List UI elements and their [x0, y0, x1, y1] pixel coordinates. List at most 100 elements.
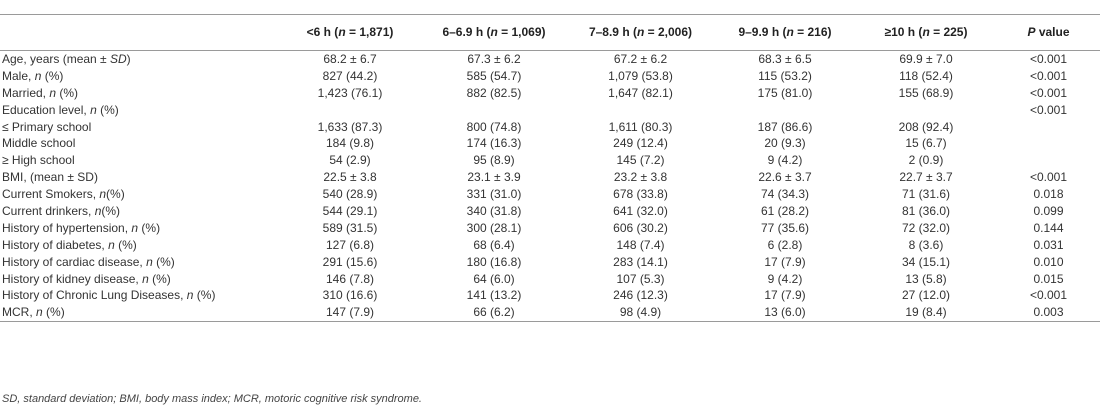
- header-cell-label: [0, 15, 278, 50]
- value-cell: 67.2 ± 6.2: [613, 51, 668, 66]
- row-label-text: Male,: [2, 68, 35, 83]
- row-label-tail: (%): [41, 68, 64, 83]
- header-rule-row: [0, 50, 1100, 51]
- row-label-text: BMI, (mean ± SD): [2, 170, 98, 185]
- value-cell: 6 (2.8): [767, 237, 803, 252]
- header-suffix: = 225): [929, 25, 968, 39]
- value-cell: 17 (7.9): [764, 254, 806, 269]
- row-label-italic: n: [131, 220, 139, 235]
- header-prefix: 9–9.9 h (: [738, 25, 787, 39]
- value-cell: 115 (53.2): [758, 68, 812, 83]
- header-row: <6 h (n = 1,871) 6–6.9 h (n = 1,069) 7–8.9…: [0, 15, 1100, 50]
- row-label-text: Current Smokers,: [2, 187, 100, 202]
- row-label-tail: (%): [152, 254, 175, 269]
- value-cell: 95 (8.9): [473, 153, 515, 168]
- header-italic: n: [786, 25, 794, 39]
- row-label-text: History of hypertension,: [2, 220, 132, 235]
- value-cell: 23.2 ± 3.8: [613, 170, 668, 185]
- value-cell: 69.9 ± 7.0: [899, 51, 953, 66]
- value-cell: 68.2 ± 6.7: [323, 51, 377, 66]
- row-label-tail: (%): [101, 203, 121, 218]
- row-label-italic: n: [49, 85, 57, 100]
- value-cell: 68 (6.4): [473, 237, 515, 252]
- p-value-cell: <0.001: [1029, 170, 1068, 185]
- table-footnote: SD, standard deviation; BMI, body mass i…: [2, 393, 422, 405]
- value-cell: [715, 102, 855, 119]
- value-cell: 141 (13.2): [466, 288, 522, 303]
- row-label-italic: SD: [109, 51, 127, 66]
- table-row: ≥ High school 54 (2.9) 95 (8.9) 145 (7.2) 9 …: [0, 152, 1100, 169]
- value-cell: [422, 102, 566, 119]
- header-cell: 9–9.9 h (n = 216): [715, 15, 855, 50]
- row-label-text: ≥ High school: [2, 153, 75, 168]
- header-italic: P: [1027, 25, 1036, 39]
- row-label-text: MCR,: [2, 305, 36, 320]
- p-value-cell: <0.001: [1029, 85, 1068, 100]
- header-cell: 7–8.9 h (n = 2,006): [566, 15, 715, 50]
- value-cell: 300 (28.1): [466, 220, 522, 235]
- header-cell: <6 h (n = 1,871): [278, 15, 422, 50]
- p-value-cell: [997, 119, 1100, 136]
- row-label-italic: n: [36, 305, 43, 320]
- row-label-text: History of cardiac disease,: [2, 254, 147, 269]
- value-cell: 184 (9.8): [325, 136, 375, 151]
- value-cell: 74 (34.3): [760, 187, 810, 202]
- value-cell: 146 (7.8): [325, 271, 375, 286]
- value-cell: 9 (4.2): [767, 271, 803, 286]
- row-label: Married, n (%): [0, 85, 278, 102]
- p-value-cell: 0.031: [1033, 237, 1064, 252]
- value-cell: 310 (16.6): [322, 288, 378, 303]
- data-table-container: <6 h (n = 1,871) 6–6.9 h (n = 1,069) 7–8.9…: [0, 14, 1100, 323]
- p-value-cell: 0.003: [1033, 305, 1064, 320]
- value-cell: 98 (4.9): [619, 305, 662, 320]
- value-cell: [278, 102, 422, 119]
- header-italic: n: [490, 25, 498, 39]
- value-cell: 1,633 (87.3): [317, 119, 383, 134]
- header-italic: n: [922, 25, 930, 39]
- table-bottom-rule: [0, 321, 1100, 323]
- header-suffix: value: [1035, 25, 1070, 39]
- value-cell: 9 (4.2): [767, 153, 803, 168]
- p-value-cell: [997, 135, 1100, 152]
- row-label-tail: ): [126, 51, 131, 66]
- p-value-cell: <0.001: [1029, 68, 1068, 83]
- row-label-italic: n: [186, 288, 194, 303]
- table-row: History of diabetes, n (%) 127 (6.8) 68 (6…: [0, 237, 1100, 254]
- value-cell: 641 (32.0): [613, 203, 668, 218]
- table-row: Middle school 184 (9.8) 174 (16.3) 249 (12.…: [0, 135, 1100, 152]
- row-label-tail: (%): [114, 237, 137, 252]
- row-label-text: History of diabetes,: [2, 237, 109, 252]
- value-cell: 1,079 (53.8): [608, 68, 673, 83]
- header-suffix: = 216): [793, 25, 832, 39]
- value-cell: 1,423 (76.1): [317, 85, 383, 100]
- p-value-cell: 0.144: [1033, 220, 1064, 235]
- row-label-text: Married,: [2, 85, 50, 100]
- row-label-text: History of Chronic Lung Diseases,: [2, 288, 187, 303]
- value-cell: 20 (9.3): [764, 136, 806, 151]
- row-label-tail: (%): [148, 271, 171, 286]
- value-cell: 71 (31.6): [901, 187, 951, 202]
- row-label-text: History of kidney disease,: [2, 271, 143, 286]
- row-label-italic: n: [34, 68, 42, 83]
- row-label: Current drinkers, n(%): [0, 203, 278, 220]
- table-row: Married, n (%) 1,423 (76.1) 882 (82.5) 1,64…: [0, 85, 1100, 102]
- value-cell: 606 (30.2): [613, 220, 668, 235]
- value-cell: 23.1 ± 3.9: [467, 170, 521, 185]
- row-label: History of hypertension, n (%): [0, 220, 278, 237]
- value-cell: 54 (2.9): [329, 153, 371, 168]
- table-row: History of cardiac disease, n (%) 291 (15…: [0, 254, 1100, 271]
- header-prefix: 6–6.9 h (: [442, 25, 491, 39]
- row-label-tail: (%): [56, 85, 79, 100]
- table-row: Education level, n (%) <0.001: [0, 102, 1100, 119]
- row-label-italic: n: [142, 271, 149, 286]
- row-label: History of Chronic Lung Diseases, n (%): [0, 287, 278, 304]
- value-cell: 64 (6.0): [473, 271, 515, 286]
- value-cell: 800 (74.8): [466, 119, 522, 134]
- value-cell: 17 (7.9): [764, 288, 806, 303]
- p-value-cell: 0.099: [1033, 203, 1064, 218]
- value-cell: 175 (81.0): [757, 85, 813, 100]
- value-cell: 22.6 ± 3.7: [758, 170, 812, 185]
- value-cell: 19 (8.4): [905, 305, 947, 320]
- value-cell: 283 (14.1): [613, 254, 668, 269]
- row-label: ≥ High school: [0, 152, 278, 169]
